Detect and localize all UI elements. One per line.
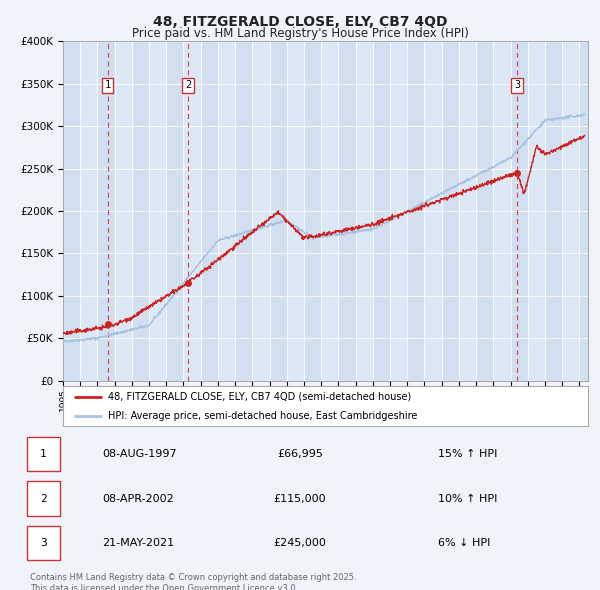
Text: £115,000: £115,000 [274, 494, 326, 503]
Bar [166, 41, 184, 381]
Bar [545, 41, 562, 381]
Bar [580, 41, 596, 381]
Bar [269, 41, 287, 381]
Text: 1: 1 [40, 450, 47, 459]
Text: HPI: Average price, semi-detached house, East Cambridgeshire: HPI: Average price, semi-detached house,… [107, 411, 417, 421]
Text: 6% ↓ HPI: 6% ↓ HPI [438, 538, 490, 548]
Text: 3: 3 [40, 538, 47, 548]
Text: Price paid vs. HM Land Registry's House Price Index (HPI): Price paid vs. HM Land Registry's House … [131, 27, 469, 40]
Bar [407, 41, 424, 381]
Text: 21-MAY-2021: 21-MAY-2021 [102, 538, 174, 548]
Bar [235, 41, 253, 381]
Text: £245,000: £245,000 [274, 538, 326, 548]
Text: 2: 2 [40, 494, 47, 503]
Bar [511, 41, 528, 381]
Text: 08-AUG-1997: 08-AUG-1997 [102, 450, 176, 459]
Bar [373, 41, 390, 381]
Text: 3: 3 [514, 80, 520, 90]
Text: 1: 1 [104, 80, 111, 90]
Bar [338, 41, 356, 381]
Bar [442, 41, 459, 381]
Bar [97, 41, 115, 381]
Text: 08-APR-2002: 08-APR-2002 [102, 494, 174, 503]
Text: 15% ↑ HPI: 15% ↑ HPI [438, 450, 497, 459]
Text: 48, FITZGERALD CLOSE, ELY, CB7 4QD (semi-detached house): 48, FITZGERALD CLOSE, ELY, CB7 4QD (semi… [107, 392, 411, 402]
Text: £66,995: £66,995 [277, 450, 323, 459]
Bar [63, 41, 80, 381]
Text: 2: 2 [185, 80, 191, 90]
Bar [476, 41, 493, 381]
Bar [304, 41, 321, 381]
Text: 10% ↑ HPI: 10% ↑ HPI [438, 494, 497, 503]
Bar [201, 41, 218, 381]
Text: 48, FITZGERALD CLOSE, ELY, CB7 4QD: 48, FITZGERALD CLOSE, ELY, CB7 4QD [153, 15, 447, 29]
Text: Contains HM Land Registry data © Crown copyright and database right 2025.
This d: Contains HM Land Registry data © Crown c… [30, 573, 356, 590]
Bar [132, 41, 149, 381]
